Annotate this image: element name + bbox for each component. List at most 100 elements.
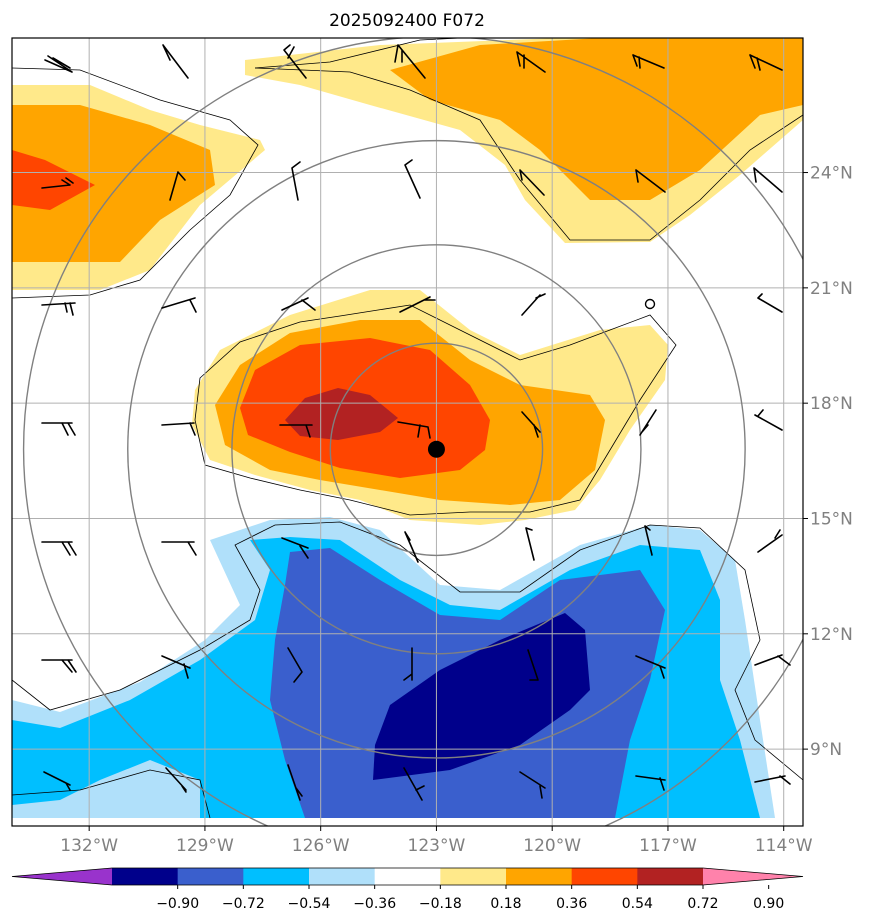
wind-barb <box>404 531 419 563</box>
range-ring <box>22 38 803 826</box>
contour-positive-0.54-west <box>12 150 95 210</box>
wind-barb <box>161 541 197 556</box>
wind-barb <box>41 659 77 673</box>
wind-barb <box>403 647 413 681</box>
wind-barb <box>44 55 73 73</box>
wind-barb <box>403 767 425 801</box>
contour-positive-0.36-northeast <box>390 38 803 200</box>
wind-barb <box>287 647 303 683</box>
wind-barb <box>41 302 76 316</box>
contour-negative-0.72-south <box>373 613 590 780</box>
wind-barb <box>527 649 539 681</box>
wind-barb <box>525 527 535 561</box>
wind-barb <box>283 44 307 79</box>
map-area <box>11 37 804 827</box>
colorbar-extend-low <box>12 868 112 885</box>
colorbar-segment <box>440 868 507 885</box>
range-rings <box>22 38 803 826</box>
contour-positive-0.72-center <box>285 388 398 440</box>
wind-barb <box>754 409 783 431</box>
colorbar-segment <box>243 868 310 885</box>
map-frame <box>11 37 804 827</box>
wind-barb <box>516 51 546 73</box>
lon-tick-label: 126°W <box>292 836 350 856</box>
lat-tick-labels: 9°N 12°N 15°N 18°N 21°N 24°N <box>803 164 853 760</box>
filled-contours <box>12 38 803 818</box>
colorbar: −0.90 −0.72 −0.54 −0.36 −0.18 0.18 0.36 0.54 0.7… <box>11 867 804 912</box>
wind-barb <box>281 297 316 311</box>
wind-barb <box>753 167 783 193</box>
wind-barb <box>635 775 666 791</box>
lat-tick-label: 12°N <box>810 625 853 645</box>
calm-wind-circle <box>644 298 656 310</box>
colorbar-segment <box>637 868 704 885</box>
colorbar-tick-label: −0.36 <box>353 896 396 912</box>
lat-tick-label: 15°N <box>810 509 853 529</box>
wind-barb <box>161 655 191 679</box>
colorbar-tick-label: 0.36 <box>556 896 587 912</box>
wind-barb <box>521 411 541 438</box>
wind-barb <box>287 764 303 801</box>
wind-barb <box>754 775 791 785</box>
wind-barb <box>41 177 74 189</box>
wind-barb <box>635 655 666 679</box>
wind-barb <box>757 293 783 313</box>
colorbar-extend-high <box>703 868 803 885</box>
colorbar-tick-label: −0.54 <box>288 896 331 912</box>
wind-barb <box>161 297 197 313</box>
wind-barb <box>394 44 426 79</box>
wind-barb <box>404 159 421 199</box>
wind-barb <box>757 529 783 553</box>
wind-barb <box>519 169 545 196</box>
lat-tick-label: 9°N <box>810 740 842 760</box>
colorbar-segment <box>374 868 441 885</box>
wind-barb <box>165 767 187 793</box>
colorbar-segment <box>506 868 573 885</box>
wind-barb <box>639 409 657 436</box>
wind-barb <box>291 161 301 201</box>
colorbar-segment <box>112 868 179 885</box>
wind-barb <box>281 537 309 559</box>
colorbar-tick-label: −0.18 <box>419 896 462 912</box>
lon-tick-label: 117°W <box>639 836 697 856</box>
colorbar-tick-label: 0.54 <box>622 896 653 912</box>
lon-tick-label: 114°W <box>755 836 813 856</box>
lon-tick-labels: 132°W 129°W 126°W 123°W 120°W 117°W 114°W <box>60 826 813 856</box>
colorbar-tick-label: 0.72 <box>687 896 718 912</box>
lat-tick-label: 24°N <box>810 164 853 184</box>
wind-barb <box>521 293 546 316</box>
colorbar-tick-label: −0.90 <box>156 896 199 912</box>
wind-barb <box>161 422 196 436</box>
lon-tick-label: 132°W <box>60 836 118 856</box>
colorbar-tick-label: 0.18 <box>490 896 521 912</box>
colorbar-segment <box>571 868 638 885</box>
lat-tick-label: 18°N <box>810 394 853 414</box>
colorbar-outline <box>11 867 804 886</box>
wind-barb <box>749 54 783 71</box>
lon-tick-label: 120°W <box>523 836 581 856</box>
colorbar-tick-label: 0.90 <box>753 896 784 912</box>
colorbar-segment <box>309 868 376 885</box>
storm-center-marker <box>427 440 445 458</box>
lat-tick-label: 21°N <box>810 279 853 299</box>
wind-barb <box>644 525 653 556</box>
wind-barb <box>169 171 186 201</box>
wind-barb <box>519 771 546 799</box>
wind-barb <box>41 541 77 556</box>
range-ring <box>231 244 642 655</box>
range-ring <box>329 342 544 557</box>
wind-barb <box>41 422 76 436</box>
lat-lon-grid <box>12 38 803 826</box>
wind-barb <box>279 424 313 438</box>
map-title: 2025092400 F072 <box>329 11 485 31</box>
wind-barb <box>43 771 71 791</box>
colorbar-segment <box>177 868 244 885</box>
wind-barb <box>754 654 791 666</box>
wind-barbs <box>41 44 791 801</box>
lon-tick-label: 123°W <box>408 836 466 856</box>
wind-barb <box>635 169 666 193</box>
range-ring <box>127 139 746 759</box>
wind-barb <box>632 54 665 69</box>
wind-barb <box>397 421 431 439</box>
